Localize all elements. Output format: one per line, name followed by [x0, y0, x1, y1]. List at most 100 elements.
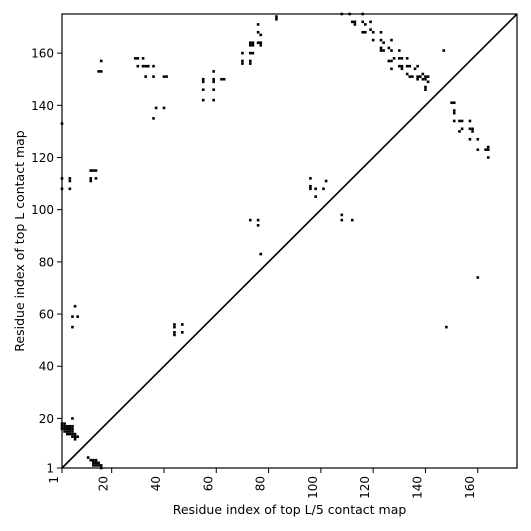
contact-point [68, 430, 72, 433]
contact-point [146, 64, 150, 68]
contact-point [97, 464, 100, 467]
contact-point [99, 59, 103, 63]
contact-point [86, 456, 90, 459]
contact-point [251, 51, 255, 55]
contact-point [71, 432, 74, 436]
contact-point [92, 461, 95, 465]
contact-point [71, 315, 74, 318]
contact-point [411, 75, 414, 78]
contact-point [369, 20, 372, 24]
contact-point [392, 57, 396, 60]
contact-point [94, 458, 98, 462]
y-tick-label: 140 [31, 99, 54, 113]
contact-point [309, 184, 312, 188]
contact-point [353, 23, 357, 26]
contact-point [379, 30, 383, 34]
contact-point [379, 49, 383, 52]
contact-point [76, 435, 79, 438]
contact-point [371, 30, 375, 34]
contact-point [324, 179, 328, 183]
contact-point [405, 57, 409, 60]
x-tick-label: 1 [47, 476, 61, 484]
contact-point [387, 46, 391, 50]
contact-point [364, 23, 367, 26]
contact-point [256, 23, 260, 26]
contact-point [212, 98, 215, 102]
contact-point [241, 51, 244, 55]
contact-point [314, 187, 317, 191]
contact-point [92, 169, 95, 172]
contact-point [424, 77, 427, 81]
x-tick-label: 60 [201, 476, 215, 491]
contact-point [63, 424, 66, 428]
contact-point [248, 62, 252, 65]
contact-point [398, 64, 401, 68]
contact-point [248, 41, 252, 45]
x-tick-label: 80 [254, 476, 268, 491]
contact-point [476, 276, 480, 279]
y-tick-label: 160 [31, 47, 54, 61]
contact-point [259, 44, 263, 47]
contact-point [173, 325, 176, 329]
plot-frame [61, 13, 518, 469]
y-axis-title: Residue index of top L contact map [12, 130, 27, 351]
contact-point [350, 20, 354, 24]
contact-point [400, 57, 404, 60]
contact-point [468, 119, 472, 123]
contact-point [63, 422, 66, 425]
contact-point [259, 252, 263, 256]
contact-point [275, 15, 278, 18]
contact-point [314, 195, 317, 198]
diagonal-line [61, 13, 518, 469]
contact-point [309, 187, 312, 191]
contact-point [382, 41, 385, 45]
contact-point [468, 137, 472, 141]
contact-point [65, 432, 69, 436]
contact-point [152, 64, 155, 68]
contact-point [450, 101, 453, 105]
contact-point [68, 177, 72, 180]
y-tick-label: 20 [39, 412, 54, 426]
contact-point [68, 427, 72, 431]
contact-point [136, 57, 140, 60]
contact-point [65, 427, 69, 431]
y-tick-label: 120 [31, 151, 54, 165]
x-tick-label: 20 [97, 476, 111, 491]
contact-point [259, 41, 263, 45]
contact-point [222, 77, 226, 81]
contact-point [424, 85, 427, 89]
contact-point [421, 72, 425, 76]
contact-point [73, 437, 77, 441]
contact-point [71, 325, 74, 329]
contact-point [413, 67, 417, 71]
contact-point [220, 77, 223, 81]
contact-point [248, 51, 252, 55]
contact-point [256, 224, 260, 227]
contact-point [379, 38, 383, 42]
contact-point [340, 213, 344, 217]
contact-point [162, 106, 166, 110]
contact-point [405, 64, 409, 68]
contact-point [408, 64, 412, 68]
contact-point [212, 80, 215, 84]
contact-point [486, 145, 490, 149]
contact-point [486, 148, 490, 151]
y-tick-label: 80 [39, 255, 54, 269]
contact-point [201, 80, 205, 84]
contact-point [251, 44, 255, 47]
contact-point [418, 75, 422, 78]
contact-point [165, 75, 168, 78]
contact-point [471, 127, 474, 131]
contact-point [340, 218, 344, 222]
contact-point [154, 106, 158, 110]
contact-point [136, 64, 140, 68]
contact-point [144, 75, 147, 78]
contact-point [251, 41, 255, 45]
contact-point [94, 169, 98, 172]
contact-point [241, 62, 244, 65]
contact-point [476, 148, 480, 151]
contact-points [60, 12, 490, 470]
contact-point [390, 59, 393, 63]
contact-point [468, 127, 472, 131]
contact-point [144, 64, 147, 68]
